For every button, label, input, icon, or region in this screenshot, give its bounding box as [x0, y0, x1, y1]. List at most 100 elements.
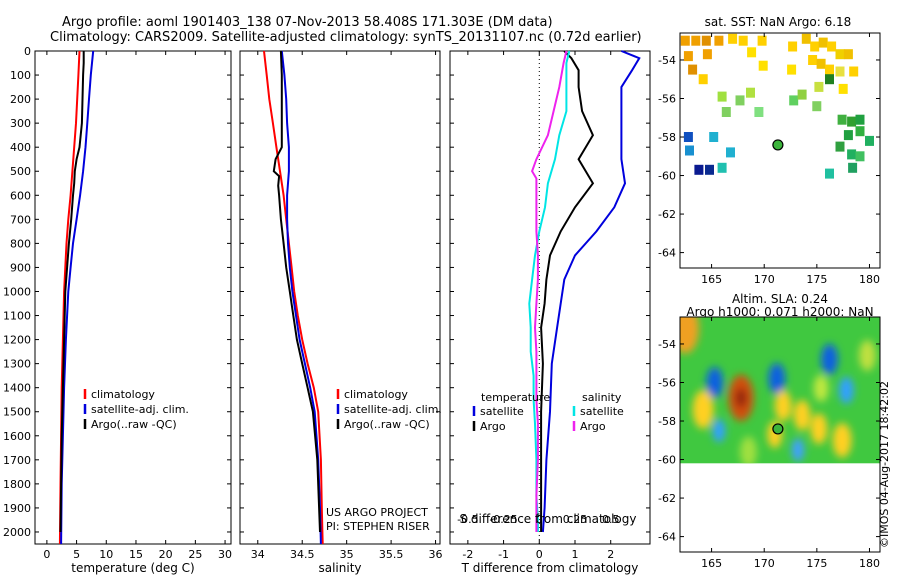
sst-sample-point — [808, 55, 818, 65]
sla-anomaly-feature — [832, 422, 852, 458]
legend-title-salinity: salinity — [582, 391, 622, 404]
sla-anomaly-feature — [810, 413, 828, 445]
sst-sample-point — [847, 116, 857, 127]
x-tick-label: 170 — [754, 557, 775, 570]
sst-sample-point — [835, 49, 845, 60]
sst-sample-point — [746, 87, 755, 98]
x-tick-label: 165 — [701, 273, 722, 286]
x-tick-label: 20 — [159, 548, 173, 561]
x2-axis-label: S difference from climatology — [460, 512, 637, 526]
x2-tick-label: 0.25 — [563, 513, 588, 526]
y-tick-label: -54 — [658, 338, 676, 351]
x-tick-label: 175 — [806, 557, 827, 570]
sst-sample-point — [825, 74, 834, 85]
y-tick-label: -56 — [658, 92, 676, 105]
y-tick-label: 1800 — [3, 478, 31, 491]
sst-sample-point — [685, 145, 694, 156]
series-line-argo-raw-qc- — [272, 50, 321, 533]
x2-tick-label: 0 — [536, 513, 543, 526]
sst-sample-point — [680, 35, 690, 46]
project-credit: US ARGO PROJECT — [326, 506, 428, 519]
y-tick-label: -56 — [658, 376, 676, 389]
sst-sample-point — [847, 149, 857, 160]
x2-tick-label: 0.5 — [602, 513, 620, 526]
series-line-satellite — [528, 50, 571, 532]
y-tick-label: 1400 — [3, 382, 31, 395]
sst-sample-point — [717, 162, 727, 173]
sst-sample-point — [789, 95, 799, 106]
y-tick-label: -58 — [658, 415, 676, 428]
sst-sample-point — [810, 41, 820, 52]
sla-anomaly-feature — [813, 374, 829, 402]
sst-sample-point — [801, 33, 811, 44]
x-tick-label: 15 — [129, 548, 143, 561]
y-tick-label: 1500 — [3, 406, 31, 419]
y-tick-label: -64 — [658, 531, 676, 544]
x-tick-label: 36 — [429, 548, 443, 561]
sst-sample-point — [701, 35, 711, 46]
y-tick-label: 1300 — [3, 358, 31, 371]
x-tick-label: 0 — [43, 548, 50, 561]
difference-panel: -2 -1 0 1 2T difference from climatology -0.5… — [449, 50, 651, 575]
sst-sample-point — [797, 89, 807, 100]
series-line-satellite — [541, 50, 641, 533]
map-background — [680, 33, 880, 268]
sst-sample-point — [855, 151, 865, 162]
series-line-argo — [531, 50, 568, 532]
sst-sample-point — [747, 47, 757, 58]
legend-label: Argo(..raw -QC) — [91, 418, 177, 431]
y-tick-label: 500 — [10, 165, 31, 178]
sst-sample-point — [787, 64, 797, 75]
y-tick-label: -64 — [658, 247, 676, 260]
x-axis-label: T difference from climatology — [461, 561, 639, 575]
series-line-argo — [540, 50, 595, 532]
plot-frame — [239, 50, 441, 545]
sst-sample-point — [812, 101, 822, 112]
sst-sample-point — [835, 141, 845, 152]
map-frame — [679, 316, 881, 553]
y-tick-label: 800 — [10, 237, 31, 250]
sst-sample-point — [837, 114, 847, 125]
y-tick-label: 100 — [10, 69, 31, 82]
x-axis-label: temperature (deg C) — [71, 561, 194, 575]
y-tick-label: 400 — [10, 141, 31, 154]
x-tick-label: 5 — [73, 548, 80, 561]
sst-sample-point — [691, 35, 701, 46]
series-line-argo-raw-qc- — [59, 51, 85, 533]
legend-label: Argo — [580, 420, 606, 433]
x-axis-label: salinity — [318, 561, 361, 575]
y-tick-label: -62 — [658, 492, 676, 505]
sst-sample-point — [728, 33, 738, 44]
y-tick-label: 600 — [10, 189, 31, 202]
x-tick-label: 25 — [188, 548, 202, 561]
pi-credit: PI: STEPHEN RISER — [326, 520, 430, 533]
sst-sample-point — [827, 41, 837, 52]
sst-sample-point — [818, 37, 828, 48]
sla-anomaly-feature — [821, 343, 838, 375]
sla-map-subtitle: Argo h1000: 0.071 h2000: NaN — [686, 305, 873, 319]
argo-float-marker — [772, 423, 784, 435]
sst-sample-point — [705, 164, 714, 175]
legend-label: satellite — [580, 405, 624, 418]
sst-sample-point — [843, 130, 853, 141]
sst-sample-point — [738, 35, 748, 46]
temperature-panel: 0100200300400500600700800900100011001200… — [3, 45, 232, 575]
legend-title-temperature: temperature — [481, 391, 550, 404]
sla-map-title: Altim. SLA: 0.24 — [732, 292, 828, 306]
legend-label: Argo(..raw -QC) — [344, 418, 430, 431]
x-tick-label: 165 — [701, 557, 722, 570]
sst-sample-point — [838, 83, 848, 94]
y-tick-label: 1900 — [3, 502, 31, 515]
sla-anomaly-feature — [735, 388, 747, 408]
x-tick-label: 10 — [99, 548, 113, 561]
sla-anomaly-feature — [712, 419, 726, 443]
legend-label: climatology — [344, 388, 408, 401]
x-tick-label: 1 — [572, 548, 579, 561]
sst-sample-point — [717, 91, 727, 102]
sst-sample-point — [865, 135, 874, 146]
y-tick-label: 1000 — [3, 285, 31, 298]
y-tick-label: 2000 — [3, 526, 31, 539]
sst-sample-point — [848, 162, 858, 173]
series-line-satellite-adj-clim- — [280, 50, 322, 545]
